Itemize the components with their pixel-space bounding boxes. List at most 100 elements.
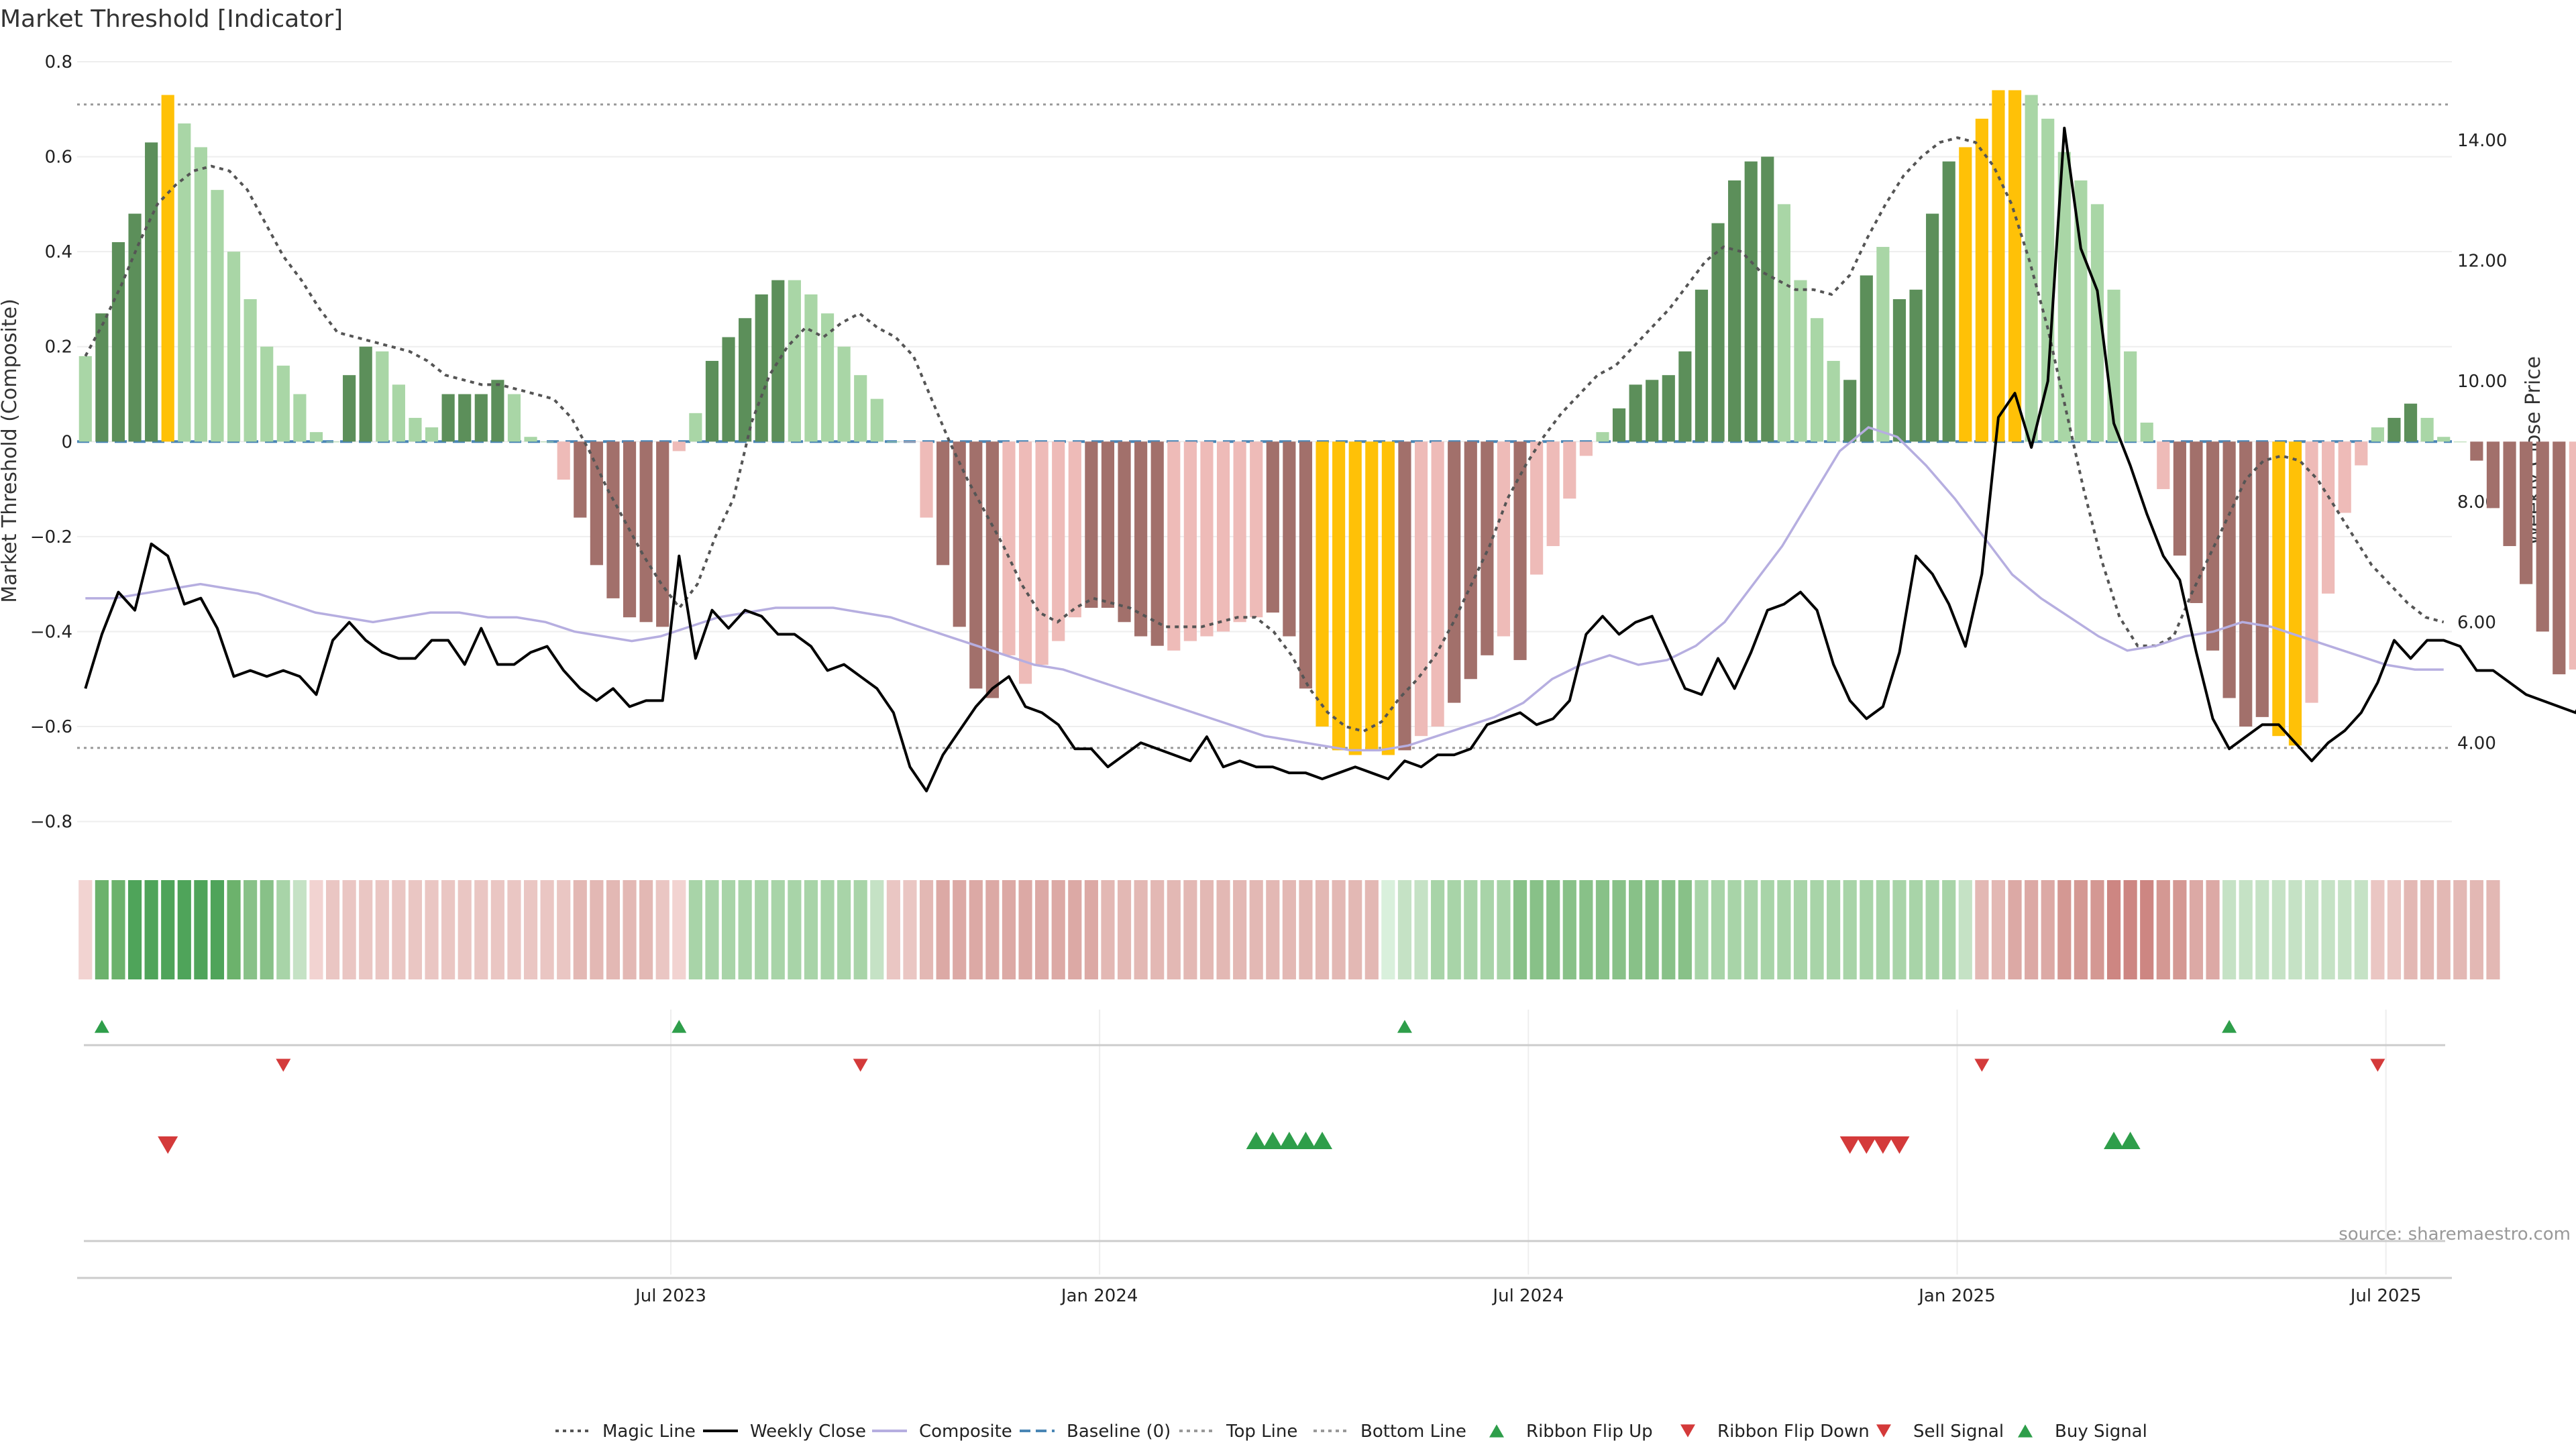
- threshold-bar: [969, 441, 983, 689]
- threshold-bar: [2503, 441, 2516, 547]
- threshold-bar: [293, 394, 307, 442]
- ribbon-cell: [523, 880, 538, 979]
- threshold-bar: [2272, 441, 2286, 737]
- ribbon-cell: [1727, 880, 1741, 979]
- threshold-bar: [2355, 441, 2368, 466]
- legend-label: Sell Signal: [1913, 1421, 2004, 1442]
- threshold-bar: [409, 417, 422, 442]
- legend-swatch: [1489, 1424, 1504, 1438]
- y-tick-label: 0.4: [45, 242, 72, 262]
- ribbon-cell: [2453, 880, 2467, 979]
- ribbon-cell: [2321, 880, 2335, 979]
- ribbon-cell: [359, 880, 373, 979]
- threshold-bar: [1283, 441, 1296, 637]
- threshold-bar: [2173, 441, 2186, 556]
- ribbon-cell: [1002, 880, 1016, 979]
- ribbon-cell: [1035, 880, 1049, 979]
- ribbon-cell: [1744, 880, 1758, 979]
- legend-swatch: [2018, 1424, 2033, 1438]
- ribbon-cell: [1662, 880, 1676, 979]
- legend-label: Buy Signal: [2055, 1421, 2147, 1442]
- ribbon-flip-up-marker: [2222, 1020, 2237, 1033]
- threshold-bar: [1052, 441, 1065, 641]
- ribbon-cell: [1991, 880, 2006, 979]
- x-tick-label: Jul 2025: [2349, 1286, 2422, 1306]
- threshold-bar: [2124, 351, 2137, 442]
- threshold-bar: [1909, 289, 1923, 442]
- threshold-bar: [2387, 417, 2401, 442]
- series-lines: [84, 126, 2576, 793]
- threshold-bar: [1695, 289, 1709, 442]
- ribbon-cell: [1810, 880, 1824, 979]
- threshold-bar: [1348, 441, 1362, 755]
- threshold-bar: [2453, 441, 2467, 443]
- ribbon-cell: [2041, 880, 2055, 979]
- ribbon-cell: [1397, 880, 1412, 979]
- threshold-bar: [2486, 441, 2500, 508]
- threshold-bar: [1959, 147, 1972, 442]
- threshold-bar: [1414, 441, 1428, 737]
- ribbon-cell: [606, 880, 621, 979]
- y2-tick-label: 6.00: [2457, 613, 2496, 633]
- ribbon-cell: [1562, 880, 1576, 979]
- threshold-bar: [1892, 299, 1907, 442]
- buy-signal-marker: [1312, 1131, 1333, 1150]
- weekly-close-line: [84, 126, 2576, 793]
- threshold-bar: [590, 441, 603, 566]
- ribbon-cell: [837, 880, 851, 979]
- ribbon-cell: [1909, 880, 1923, 979]
- ribbon-cell: [1860, 880, 1874, 979]
- ribbon-cell: [177, 880, 191, 979]
- threshold-bar: [2041, 118, 2055, 442]
- legend-label: Ribbon Flip Up: [1526, 1421, 1653, 1442]
- ribbon-cell: [804, 880, 818, 979]
- threshold-bar: [1744, 161, 1758, 442]
- legend: Magic Line Weekly Close Composite Baseline …: [555, 1421, 2147, 1442]
- threshold-bar: [2536, 441, 2549, 632]
- ribbon-cell: [474, 880, 488, 979]
- ribbon-cell: [1199, 880, 1214, 979]
- threshold-bar: [1563, 441, 1576, 499]
- y-tick-label: 0.6: [45, 148, 72, 168]
- ribbon-cell: [886, 880, 900, 979]
- ribbon-cell: [2156, 880, 2170, 979]
- x-tick-label: Jan 2025: [1917, 1286, 1996, 1306]
- ribbon-cell: [95, 880, 109, 979]
- ribbon-cell: [672, 880, 686, 979]
- ribbon-cell: [2404, 880, 2418, 979]
- threshold-bar: [95, 313, 109, 442]
- ribbon-cell: [903, 880, 917, 979]
- sell-signal-marker: [1872, 1136, 1893, 1155]
- ribbon-cell: [408, 880, 423, 979]
- threshold-bar: [1497, 441, 1511, 637]
- ribbon-cell: [309, 880, 323, 979]
- threshold-bar: [260, 346, 274, 442]
- threshold-bar: [1728, 180, 1741, 442]
- ribbon-strip: [78, 880, 2500, 979]
- threshold-bar: [1167, 441, 1181, 651]
- threshold-bar: [1513, 441, 1527, 660]
- ribbon-cell: [425, 880, 439, 979]
- threshold-bar: [2470, 441, 2483, 461]
- ribbon-cell: [755, 880, 769, 979]
- ribbon-cell: [2436, 880, 2451, 979]
- ribbon-cell: [688, 880, 702, 979]
- threshold-bar: [2520, 441, 2533, 584]
- threshold-bar: [606, 441, 620, 598]
- threshold-bar: [161, 95, 174, 442]
- threshold-bar: [2338, 441, 2351, 513]
- threshold-bar: [854, 375, 867, 442]
- ribbon-cell: [2173, 880, 2187, 979]
- buy-signal-marker: [2120, 1131, 2141, 1150]
- ribbon-cell: [1431, 880, 1445, 979]
- threshold-bar: [1398, 441, 1411, 751]
- threshold-bar: [1777, 204, 1790, 442]
- threshold-bar: [276, 366, 290, 442]
- threshold-bar: [920, 441, 933, 518]
- ribbon-cell: [738, 880, 752, 979]
- threshold-bar: [145, 142, 158, 442]
- ribbon-cell: [771, 880, 785, 979]
- threshold-bar: [1150, 441, 1164, 646]
- ribbon-cell: [1068, 880, 1082, 979]
